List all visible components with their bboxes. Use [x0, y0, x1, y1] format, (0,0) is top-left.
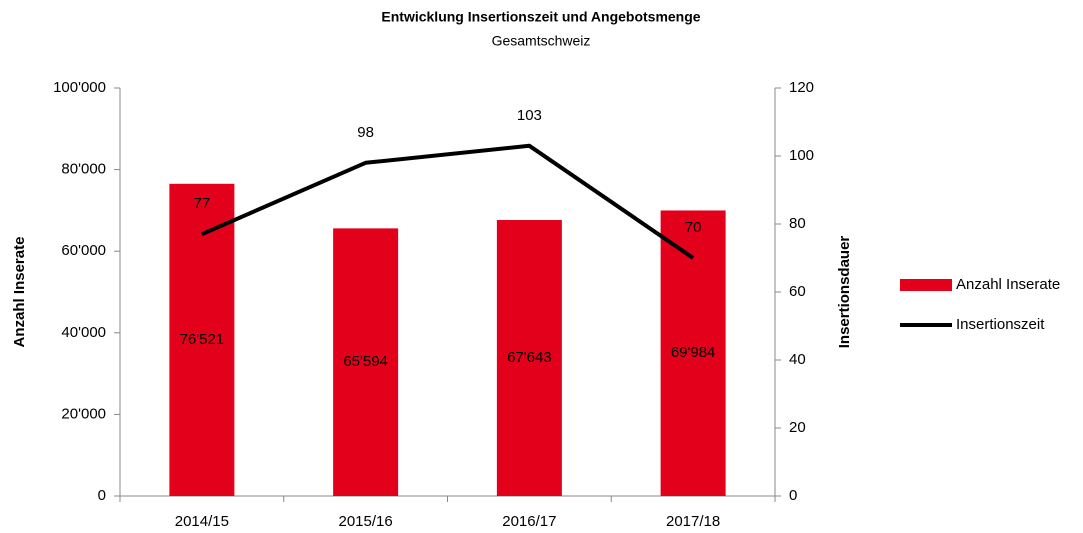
x-tick-label: 2016/17 — [502, 513, 556, 530]
bar — [496, 220, 562, 497]
bar — [660, 210, 726, 497]
y2-tick-label: 60 — [789, 283, 806, 300]
chart-title: Entwicklung Insertionszeit und Angebotsm… — [381, 9, 700, 25]
y2-tick-label: 20 — [789, 419, 806, 436]
y-tick-label: 40'000 — [61, 324, 106, 341]
bar — [169, 183, 235, 497]
y-tick-label: 0 — [98, 487, 106, 504]
line — [201, 143, 695, 260]
y2-tick-label: 80 — [789, 215, 806, 232]
line-value-label: 103 — [517, 107, 542, 124]
bar-value-label: 76'521 — [180, 331, 225, 348]
bar-value-label: 69'984 — [671, 344, 716, 361]
y2-tick-label: 0 — [789, 487, 797, 504]
y2-tick-label: 40 — [789, 351, 806, 368]
y-tick-label: 80'000 — [61, 161, 106, 178]
bar-value-label: 65'594 — [343, 353, 388, 370]
y2-tick-label: 120 — [789, 79, 814, 96]
bar-value-label: 67'643 — [507, 349, 552, 366]
line-value-label: 77 — [194, 195, 211, 212]
line-value-label: 98 — [357, 124, 374, 141]
y2-axis-label: Insertionsdauer — [836, 236, 853, 349]
x-tick-label: 2014/15 — [175, 513, 229, 530]
y-tick-label: 60'000 — [61, 242, 106, 259]
x-tick-label: 2017/18 — [666, 513, 720, 530]
y-axis-label: Anzahl Inserate — [11, 237, 28, 348]
x-tick-label: 2015/16 — [339, 513, 393, 530]
y-tick-label: 20'000 — [61, 405, 106, 422]
legend-label: Anzahl Inserate — [956, 276, 1060, 293]
line-value-label: 70 — [685, 219, 702, 236]
y2-tick-label: 100 — [789, 147, 814, 164]
bar — [333, 228, 399, 497]
chart-subtitle: Gesamtschweiz — [492, 33, 591, 49]
legend-swatch — [900, 279, 952, 291]
legend-label: Insertionszeit — [956, 316, 1045, 333]
y-tick-label: 100'000 — [53, 79, 106, 96]
